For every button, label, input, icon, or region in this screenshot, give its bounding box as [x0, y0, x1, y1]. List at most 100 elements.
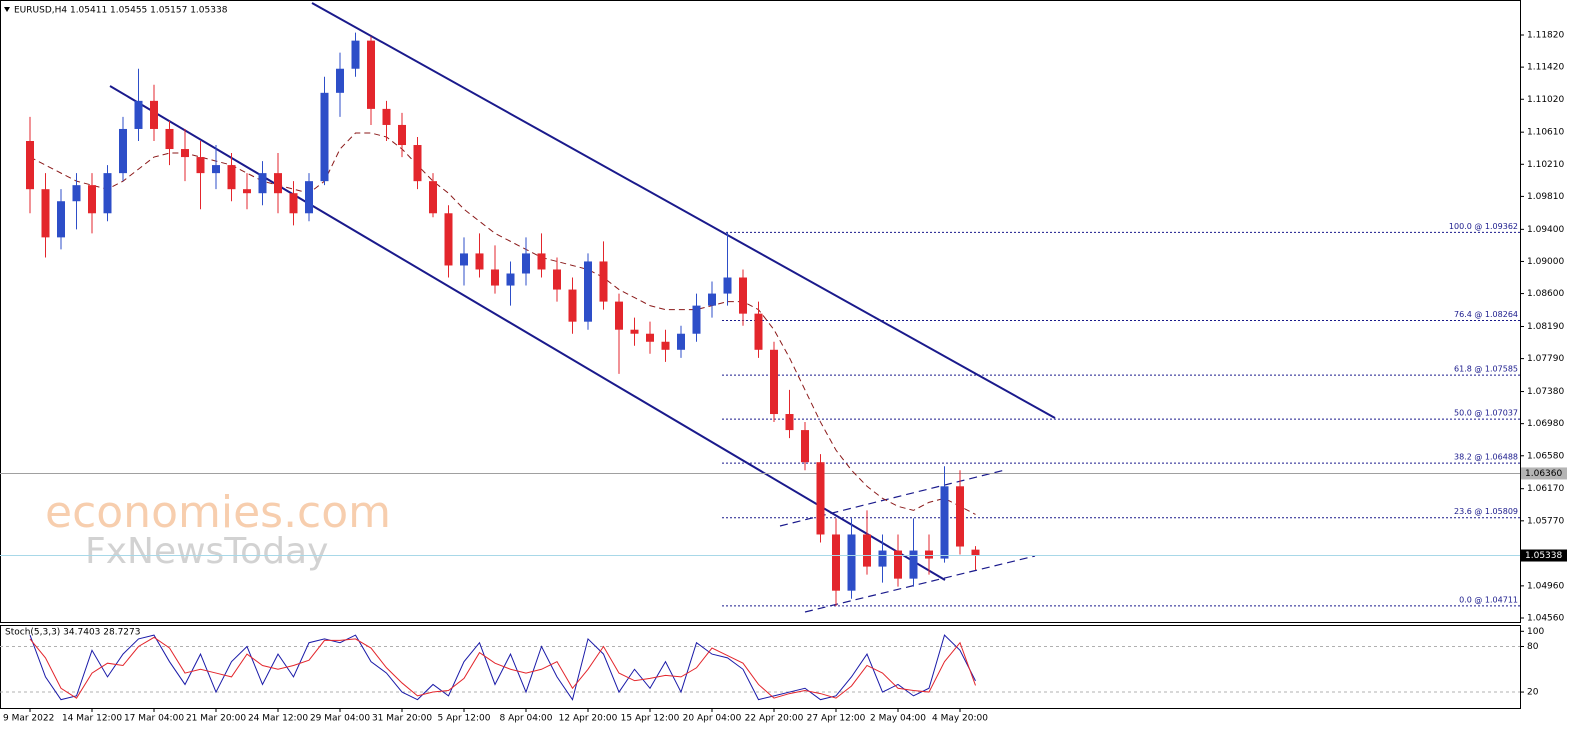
- x-tick-label: 29 Mar 04:00: [310, 714, 370, 724]
- candle-body: [382, 108, 391, 125]
- y-tick-label: 1.05770: [1527, 516, 1564, 526]
- candle-body: [460, 253, 468, 266]
- watermark-text: FxNewsToday: [85, 531, 328, 572]
- menu-arrow[interactable]: [4, 7, 10, 12]
- candle-body: [956, 486, 964, 547]
- candle-body: [181, 149, 189, 158]
- candle-body: [816, 462, 825, 535]
- y-tick-label: 1.11020: [1527, 95, 1564, 105]
- indicator-title: Stoch(5,3,3) 34.7403 28.7273: [5, 628, 140, 638]
- x-tick-label: 15 Apr 12:00: [621, 714, 680, 724]
- candle-body: [661, 341, 670, 350]
- y-tick-label: 1.06170: [1527, 484, 1564, 494]
- candle-body: [196, 157, 205, 174]
- candle-body: [41, 189, 50, 238]
- candle-body: [584, 261, 592, 322]
- candle-body: [320, 92, 329, 182]
- candle-body: [630, 329, 639, 334]
- x-tick-label: 4 May 20:00: [932, 714, 988, 724]
- candle-body: [692, 305, 701, 334]
- x-tick-label: 17 Mar 04:00: [124, 714, 184, 724]
- fib-label: 100.0 @ 1.09362: [1449, 222, 1518, 231]
- fib-label: 38.2 @ 1.06488: [1454, 453, 1518, 462]
- price-box: [1521, 549, 1567, 562]
- x-tick-label: 24 Mar 12:00: [248, 714, 308, 724]
- candle-body: [770, 349, 778, 415]
- candle-body: [971, 549, 980, 556]
- candle-body: [119, 128, 127, 174]
- candle-body: [258, 173, 267, 194]
- watermark-text: economies.com: [45, 487, 391, 538]
- candle-body: [305, 181, 313, 214]
- y-tick-label: 1.07790: [1527, 354, 1564, 364]
- candle-body: [878, 550, 887, 567]
- candle-body: [553, 269, 561, 290]
- candle-body: [909, 550, 918, 579]
- fib-label: 76.4 @ 1.08264: [1454, 310, 1518, 319]
- x-tick-label: 5 Apr 12:00: [438, 714, 491, 724]
- y-tick-label: 1.04560: [1527, 613, 1564, 623]
- x-tick-label: 31 Mar 20:00: [372, 714, 432, 724]
- candle-body: [615, 301, 623, 330]
- candle-body: [677, 333, 685, 350]
- candle-body: [351, 40, 360, 69]
- candle-body: [863, 534, 871, 567]
- price-box-label: 1.06360: [1525, 469, 1562, 479]
- candle-body: [754, 313, 763, 350]
- candle-body: [57, 201, 65, 238]
- x-tick-label: 20 Apr 04:00: [683, 714, 742, 724]
- candle-body: [103, 173, 112, 214]
- candle-body: [212, 165, 220, 174]
- candle-body: [72, 185, 81, 202]
- candle-body: [336, 68, 344, 93]
- candle-body: [739, 277, 747, 314]
- y-tick-label: 1.09400: [1527, 225, 1564, 235]
- candle-body: [894, 550, 902, 579]
- candle-body: [646, 333, 654, 342]
- channel-line: [311, 2, 1056, 419]
- candle-body: [289, 193, 298, 214]
- channel-line: [109, 85, 946, 581]
- candles: [26, 32, 980, 606]
- y-tick-label: 1.08190: [1527, 322, 1564, 332]
- x-tick-label: 9 Mar 2022: [3, 714, 54, 724]
- candle-body: [429, 181, 437, 214]
- chart-title: EURUSD,H4 1.05411 1.05455 1.05157 1.0533…: [14, 6, 228, 16]
- candle-body: [150, 100, 158, 129]
- candle-body: [599, 261, 608, 302]
- indicator-panel: [0, 625, 1521, 709]
- candle-body: [134, 100, 143, 129]
- y-tick-label: 1.06980: [1527, 419, 1564, 429]
- x-tick-label: 22 Apr 20:00: [745, 714, 804, 724]
- candle-body: [506, 273, 515, 286]
- candle-body: [925, 550, 933, 559]
- candle-body: [165, 128, 174, 150]
- candle-body: [88, 185, 96, 214]
- y-tick-label: 20: [1527, 688, 1539, 698]
- candle-body: [537, 253, 546, 270]
- candle-body: [785, 414, 794, 431]
- y-tick-label: 1.10210: [1527, 160, 1564, 170]
- candle-body: [940, 486, 949, 559]
- candle-body: [522, 253, 530, 274]
- y-tick-label: 1.11820: [1527, 31, 1564, 41]
- candle-body: [491, 269, 499, 286]
- fib-label: 61.8 @ 1.07585: [1454, 365, 1518, 374]
- y-tick-label: 1.08600: [1527, 289, 1564, 299]
- candle-body: [847, 534, 856, 591]
- drawn-objects: [109, 2, 1056, 613]
- price-box-label: 1.05338: [1525, 551, 1562, 561]
- candle-body: [227, 165, 236, 190]
- candle-body: [26, 141, 34, 190]
- y-tick-label: 1.11420: [1527, 63, 1564, 73]
- candle-body: [367, 40, 375, 109]
- y-tick-label: 1.10610: [1527, 128, 1564, 138]
- indicator-line: [29, 634, 976, 701]
- candle-body: [243, 189, 251, 194]
- candle-body: [832, 534, 840, 591]
- x-tick-label: 8 Apr 04:00: [500, 714, 553, 724]
- y-tick-label: 80: [1527, 642, 1539, 652]
- candle-body: [274, 173, 282, 194]
